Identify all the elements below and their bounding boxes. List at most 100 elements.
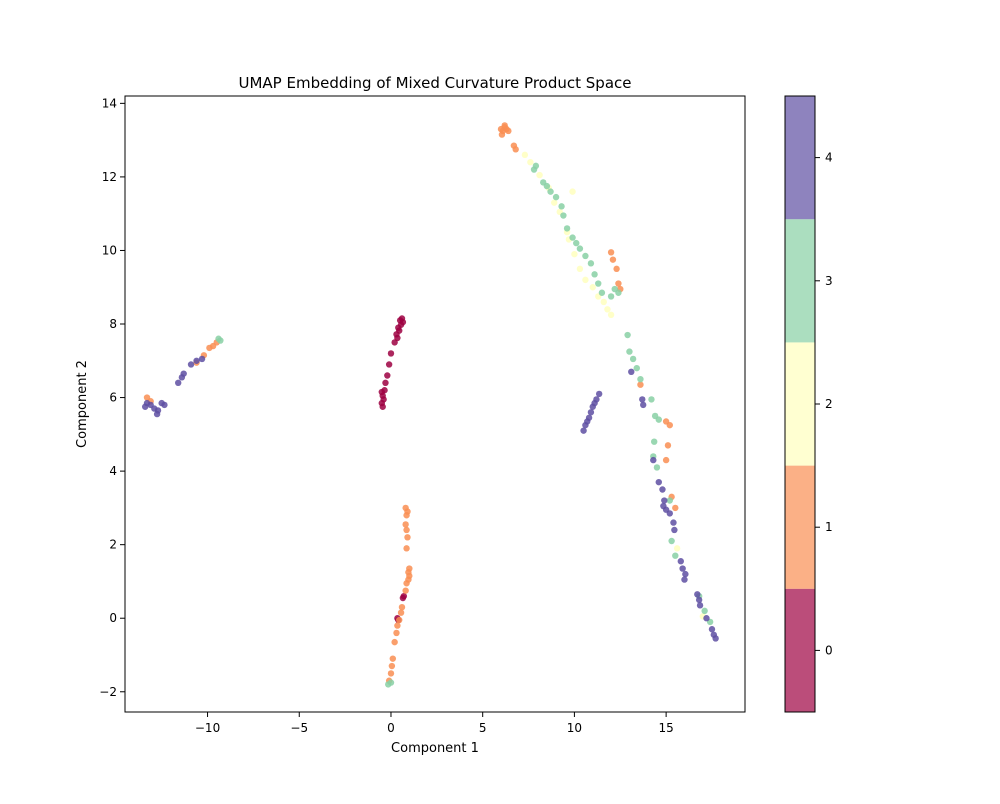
- y-axis-label: Component 2: [75, 360, 90, 448]
- data-point-class-3-6: [558, 203, 565, 210]
- data-point-class-1-12: [615, 280, 622, 287]
- data-point-class-0-20: [399, 594, 407, 602]
- data-point-class-3-25: [648, 396, 655, 403]
- data-point-class-2-8: [571, 250, 578, 258]
- data-point-class-3-3: [543, 182, 551, 190]
- data-point-class-4-11: [640, 401, 647, 409]
- data-point-class-4-37: [175, 379, 182, 387]
- data-point-class-4-6: [593, 396, 600, 403]
- data-point-class-4-34: [187, 361, 195, 368]
- data-point-class-1-4: [501, 122, 508, 129]
- data-point-class-3-32: [668, 537, 675, 545]
- data-point-class-4-28: [703, 615, 710, 622]
- data-point-class-1-47: [389, 655, 397, 662]
- data-point-class-4-27: [696, 602, 704, 609]
- data-point-class-3-12: [582, 252, 589, 260]
- data-point-class-1-41: [398, 603, 406, 611]
- colorbar-tick-label-3: 3: [825, 274, 833, 288]
- data-point-class-4-15: [661, 497, 668, 504]
- colorbar-tick-label-4: 4: [825, 151, 833, 165]
- x-tick-label-5: 15: [658, 721, 673, 735]
- data-point-class-1-48: [388, 662, 396, 670]
- colorbar: 0 1 2 3 4: [784, 95, 833, 713]
- data-point-class-2-13: [600, 298, 607, 306]
- data-point-class-3-9: [569, 234, 576, 241]
- data-point-class-4-26: [695, 596, 703, 604]
- data-point-class-4-23: [682, 570, 689, 578]
- data-point-class-1-45: [393, 629, 400, 637]
- data-point-class-3-1: [532, 162, 540, 170]
- data-point-class-4-12: [650, 456, 657, 464]
- data-point-class-2-0: [521, 151, 529, 159]
- data-point-class-4-14: [659, 486, 666, 493]
- data-point-class-1-32: [403, 526, 410, 534]
- data-point-class-3-28: [651, 438, 658, 445]
- data-point-class-3-31: [666, 497, 673, 504]
- data-point-class-4-24: [681, 576, 688, 583]
- data-point-class-4-25: [694, 591, 701, 598]
- y-tick-label-3: 4: [109, 464, 117, 478]
- data-point-class-1-34: [403, 545, 410, 552]
- points-layer: [141, 122, 719, 688]
- x-tick-label-2: 0: [387, 721, 395, 735]
- chart-title: UMAP Embedding of Mixed Curvature Produc…: [239, 74, 632, 92]
- x-tick-label-4: 10: [567, 721, 582, 735]
- data-point-class-1-20: [672, 504, 679, 512]
- data-point-class-4-18: [666, 510, 673, 517]
- plot-frame: [124, 95, 746, 713]
- data-point-class-3-22: [629, 355, 637, 363]
- data-point-class-1-39: [403, 580, 410, 587]
- data-point-class-4-20: [671, 526, 678, 534]
- data-point-class-4-39: [161, 401, 168, 409]
- data-point-class-0-18: [379, 403, 386, 410]
- data-point-class-4-31: [712, 635, 719, 642]
- y-tick-label-4: 6: [109, 391, 117, 405]
- colorbar-segment-0: [785, 588, 815, 712]
- data-point-class-1-16: [666, 421, 673, 429]
- data-point-class-0-12: [382, 379, 389, 387]
- colorbar-segment-3: [785, 219, 815, 343]
- data-point-class-3-18: [615, 289, 622, 296]
- colorbar-tick-label-1: 1: [825, 520, 833, 534]
- data-point-class-1-8: [512, 146, 519, 153]
- data-point-class-3-11: [576, 245, 584, 252]
- data-point-class-1-33: [404, 534, 411, 541]
- data-point-class-4-0: [580, 427, 587, 434]
- y-tick-label-5: 8: [109, 317, 117, 331]
- data-point-class-2-1: [527, 159, 534, 166]
- data-point-class-3-7: [560, 212, 567, 219]
- data-point-class-4-29: [708, 626, 716, 633]
- data-point-class-3-35: [701, 607, 708, 615]
- data-point-class-1-31: [402, 521, 409, 528]
- data-point-class-2-16: [673, 545, 681, 552]
- data-point-class-2-10: [582, 276, 589, 284]
- data-point-class-3-5: [552, 193, 560, 201]
- data-point-class-3-20: [624, 331, 631, 339]
- colorbar-tick-label-2: 2: [825, 397, 833, 411]
- x-axis-label: Component 1: [391, 741, 479, 756]
- data-point-class-1-10: [609, 256, 617, 263]
- data-point-class-3-13: [587, 260, 595, 267]
- data-point-class-0-11: [384, 372, 391, 379]
- data-point-class-0-8: [391, 339, 398, 346]
- data-point-class-3-23: [633, 364, 640, 372]
- y-tick-label-7: 12: [102, 170, 117, 184]
- data-point-class-4-45: [141, 403, 149, 410]
- data-point-class-1-30: [403, 512, 410, 519]
- data-point-class-3-33: [672, 552, 679, 559]
- colorbar-segment-1: [785, 465, 815, 589]
- data-point-class-3-38: [217, 337, 224, 344]
- data-point-class-3-30: [653, 464, 661, 471]
- x-axis: −10 −5 0 5 10 15: [195, 712, 674, 735]
- data-point-class-1-40: [402, 587, 409, 594]
- data-point-class-1-18: [662, 456, 670, 464]
- data-point-class-1-44: [394, 622, 401, 629]
- data-point-class-3-40: [385, 681, 392, 688]
- data-point-class-4-19: [670, 519, 677, 526]
- data-point-class-1-11: [613, 265, 620, 273]
- data-point-class-3-24: [637, 375, 644, 383]
- data-point-class-0-10: [385, 361, 393, 368]
- data-point-class-4-21: [677, 558, 684, 565]
